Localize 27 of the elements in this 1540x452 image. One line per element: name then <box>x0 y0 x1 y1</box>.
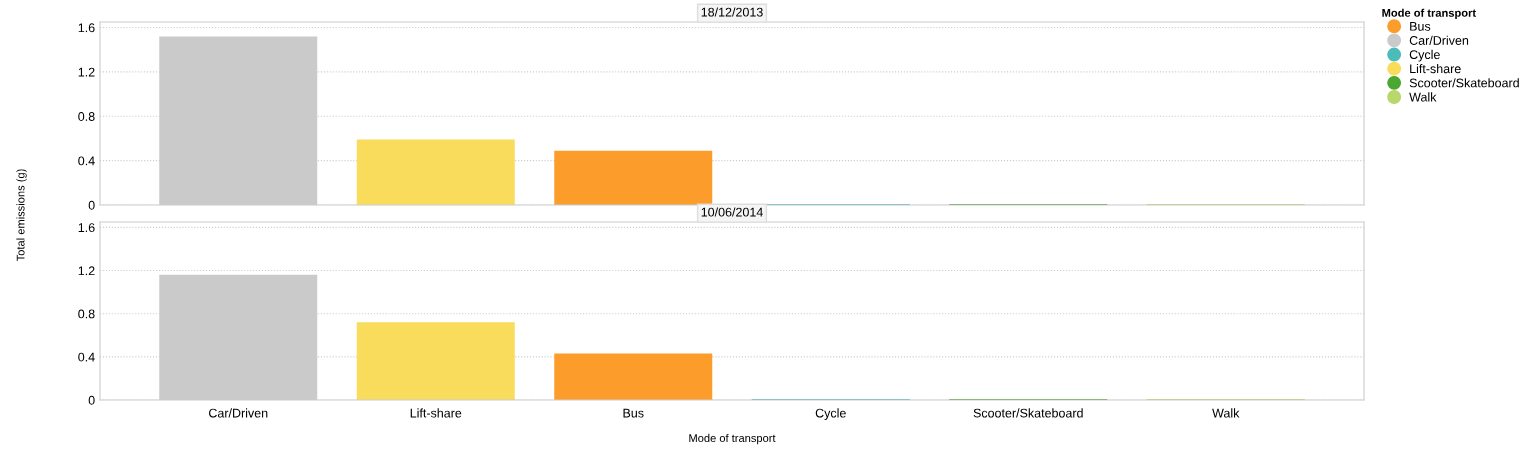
y-tick-label: 0.4 <box>78 352 95 362</box>
x-tick-label: Bus <box>623 408 644 418</box>
y-tick-label: 0 <box>88 200 95 210</box>
legend-label: Scooter/Skateboard <box>1409 78 1519 88</box>
y-axis-title: Total emissions (g) <box>16 169 27 262</box>
x-tick-label: Walk <box>1212 408 1240 418</box>
legend-label: Car/Driven <box>1409 35 1469 45</box>
legend-title: Mode of transport <box>1382 8 1476 20</box>
y-tick-label: 0.4 <box>78 156 95 166</box>
legend-label: Walk <box>1409 92 1437 102</box>
chart-title: 10/06/2014 <box>701 207 763 217</box>
y-tick-label: 1.2 <box>78 67 95 77</box>
y-tick-label: 1.6 <box>78 23 95 33</box>
y-tick-label: 0.8 <box>78 112 95 121</box>
x-tick-label: Scooter/Skateboard <box>973 408 1083 418</box>
legend-label: Bus <box>1410 22 1431 31</box>
y-tick-label: 0 <box>88 395 95 405</box>
legend-label: Lift-share <box>1410 64 1461 74</box>
x-tick-label: Car/Driven <box>209 408 268 418</box>
x-axis-title: Mode of transport <box>689 433 776 445</box>
y-tick-label: 1.2 <box>78 266 95 276</box>
chart-title: 18/12/2013 <box>701 7 763 17</box>
x-tick-label: Lift-share <box>410 408 462 418</box>
y-tick-label: 1.6 <box>78 223 95 233</box>
y-tick-label: 0.8 <box>78 309 95 319</box>
legend-label: Cycle <box>1409 49 1440 62</box>
x-tick-label: Cycle <box>815 408 846 420</box>
